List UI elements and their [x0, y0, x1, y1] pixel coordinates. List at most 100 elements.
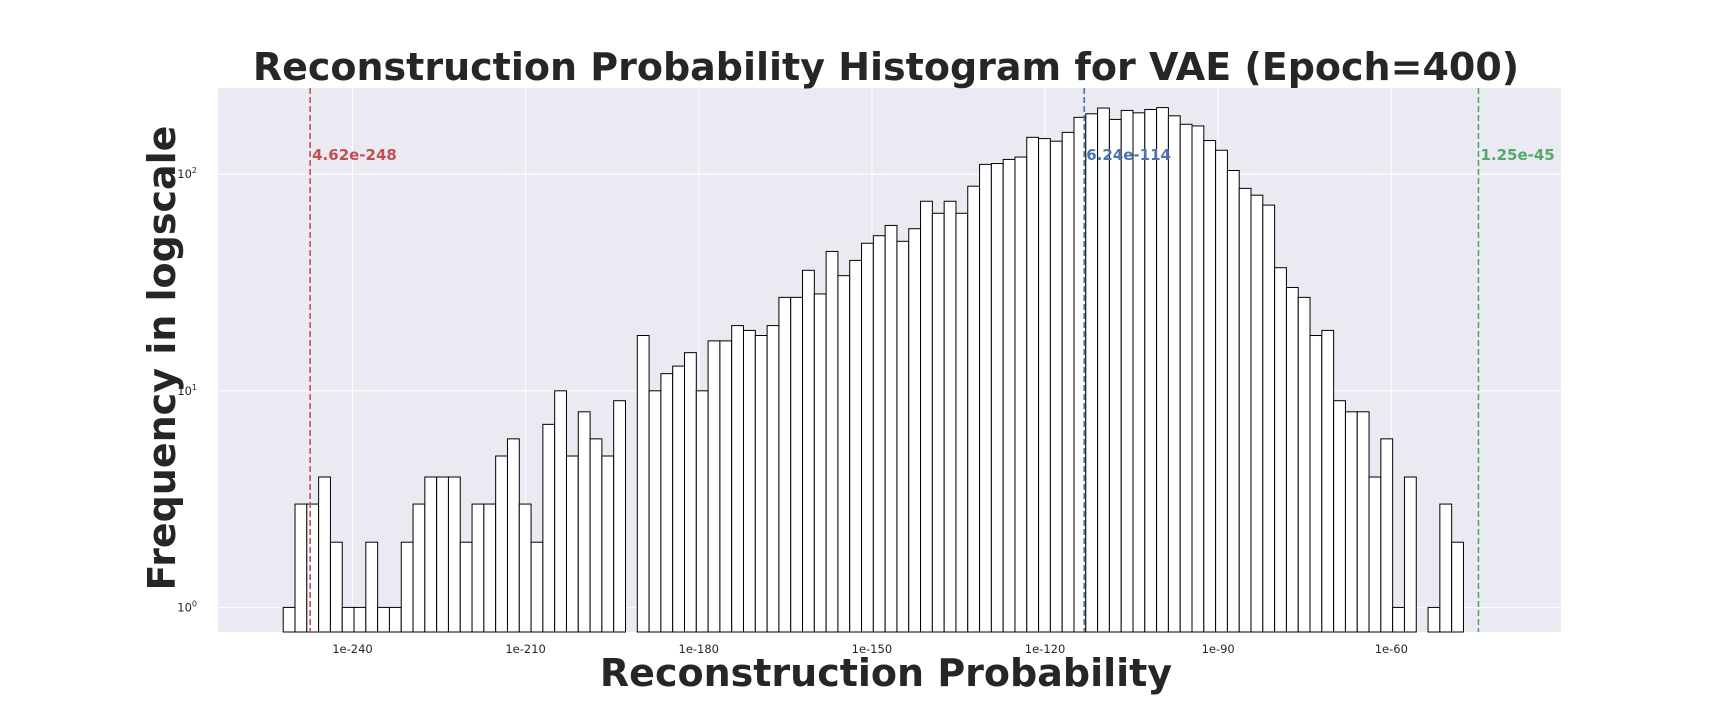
histogram-bar — [1014, 156, 1028, 633]
histogram-bar — [1073, 116, 1087, 633]
histogram-bar — [813, 293, 827, 633]
histogram-bar — [1333, 400, 1346, 633]
histogram-bar — [660, 373, 674, 633]
annotation-lines: 4.62e-248 6.24e-114 1.25e-45 — [309, 88, 1555, 632]
histogram-bar — [861, 242, 874, 633]
x-axis-label: Reconstruction Probability — [600, 651, 1172, 695]
histogram-bar — [1132, 112, 1146, 633]
histogram-bar — [778, 296, 792, 633]
histogram-bar — [1309, 335, 1323, 633]
histogram-bar — [1321, 329, 1335, 633]
histogram-bar — [1097, 107, 1110, 633]
histogram-bar — [1026, 136, 1040, 633]
histogram-bar — [318, 476, 331, 633]
chart-title: Reconstruction Probability Histogram for… — [253, 45, 1519, 89]
histogram-bar — [329, 541, 343, 633]
histogram-bar — [731, 325, 745, 633]
x-tick-label: 1e-90 — [1202, 642, 1235, 656]
histogram-bar — [1191, 125, 1205, 633]
histogram-bar — [613, 400, 626, 633]
histogram-bar — [672, 365, 686, 633]
histogram-bar — [1262, 204, 1276, 633]
histogram-bar — [695, 390, 709, 633]
histogram-bar — [365, 541, 379, 633]
histogram-bar — [1002, 158, 1016, 633]
histogram-bar — [282, 606, 296, 633]
histogram-bar — [1144, 108, 1158, 633]
histogram-bar — [837, 275, 851, 633]
histogram-bar — [1085, 113, 1099, 633]
x-tick-label: 1e-210 — [505, 642, 546, 656]
histogram-bar — [990, 163, 1004, 633]
histogram-bar — [920, 200, 933, 633]
histogram-bar — [754, 335, 768, 633]
histogram-bar — [1285, 286, 1299, 633]
histogram-bar — [388, 606, 402, 633]
histogram-bar — [908, 228, 922, 633]
histogram-bar — [495, 455, 508, 633]
histogram-bar — [1250, 194, 1264, 633]
histogram-bar — [601, 455, 615, 633]
histogram-bar — [1427, 606, 1441, 633]
histogram-bar — [530, 541, 544, 633]
histogram-bar — [1215, 149, 1228, 633]
histogram-bar — [506, 438, 520, 633]
histogram-bar — [1392, 606, 1405, 633]
histogram-bar — [1038, 138, 1051, 633]
y-axis-label: Frequency in logscale — [140, 126, 184, 591]
histogram-bar — [341, 606, 355, 633]
histogram-bar — [306, 503, 320, 633]
histogram-bar — [943, 200, 957, 633]
histogram-bar — [400, 541, 414, 633]
histogram-bar — [896, 240, 910, 633]
histogram-bar — [967, 185, 981, 633]
histogram-bar — [766, 325, 780, 633]
histogram-bar — [872, 235, 886, 633]
histogram-bar — [377, 606, 390, 633]
histogram-bar — [790, 296, 804, 633]
histogram-bar — [1226, 170, 1240, 633]
histogram-bar — [1203, 140, 1217, 633]
histogram-bar — [1439, 503, 1453, 633]
x-tick-label: 1e-180 — [679, 642, 720, 656]
histogram-bar — [849, 259, 863, 633]
x-tick-label: 1e-240 — [332, 642, 373, 656]
x-axis-ticks: 1e-240 1e-210 1e-180 1e-150 1e-120 1e-90 1e-60 — [332, 642, 1408, 656]
histogram-bar — [577, 411, 591, 633]
x-tick-label: 1e-150 — [852, 642, 893, 656]
histogram-bar — [1238, 187, 1252, 633]
histogram-bar — [542, 423, 556, 633]
histogram-bar — [1451, 541, 1464, 633]
histogram-bar — [1156, 107, 1169, 633]
histogram-bar — [1274, 267, 1287, 633]
histogram-bar — [1120, 109, 1134, 633]
histogram-bar — [1179, 123, 1193, 633]
histogram-bar — [1167, 115, 1181, 633]
histogram-bar — [471, 503, 485, 633]
histogram-bars — [282, 107, 1464, 633]
x-tick-label: 1e-60 — [1375, 642, 1408, 656]
histogram-bar — [1356, 411, 1370, 633]
histogram-bar — [1344, 411, 1358, 633]
annotation-label: 1.25e-45 — [1480, 146, 1554, 164]
histogram-bar — [1061, 131, 1075, 633]
histogram-bar — [743, 329, 756, 633]
x-tick-label: 1e-120 — [1025, 642, 1066, 656]
histogram-bar — [1403, 476, 1417, 633]
histogram-bar — [648, 390, 662, 633]
histogram-bar — [979, 163, 992, 633]
histogram-bar — [931, 212, 945, 633]
histogram-bar — [424, 476, 438, 633]
histogram-bar — [412, 503, 426, 633]
histogram-bar — [554, 390, 567, 633]
annotation-label: 6.24e-114 — [1086, 146, 1171, 164]
histogram-bar — [1049, 140, 1063, 633]
histogram-bar — [707, 340, 721, 633]
histogram-bar — [1380, 438, 1394, 633]
histogram-bar — [447, 476, 461, 633]
histogram-bar — [825, 250, 839, 633]
histogram-bar — [719, 340, 733, 633]
histogram-bar — [1297, 296, 1311, 633]
